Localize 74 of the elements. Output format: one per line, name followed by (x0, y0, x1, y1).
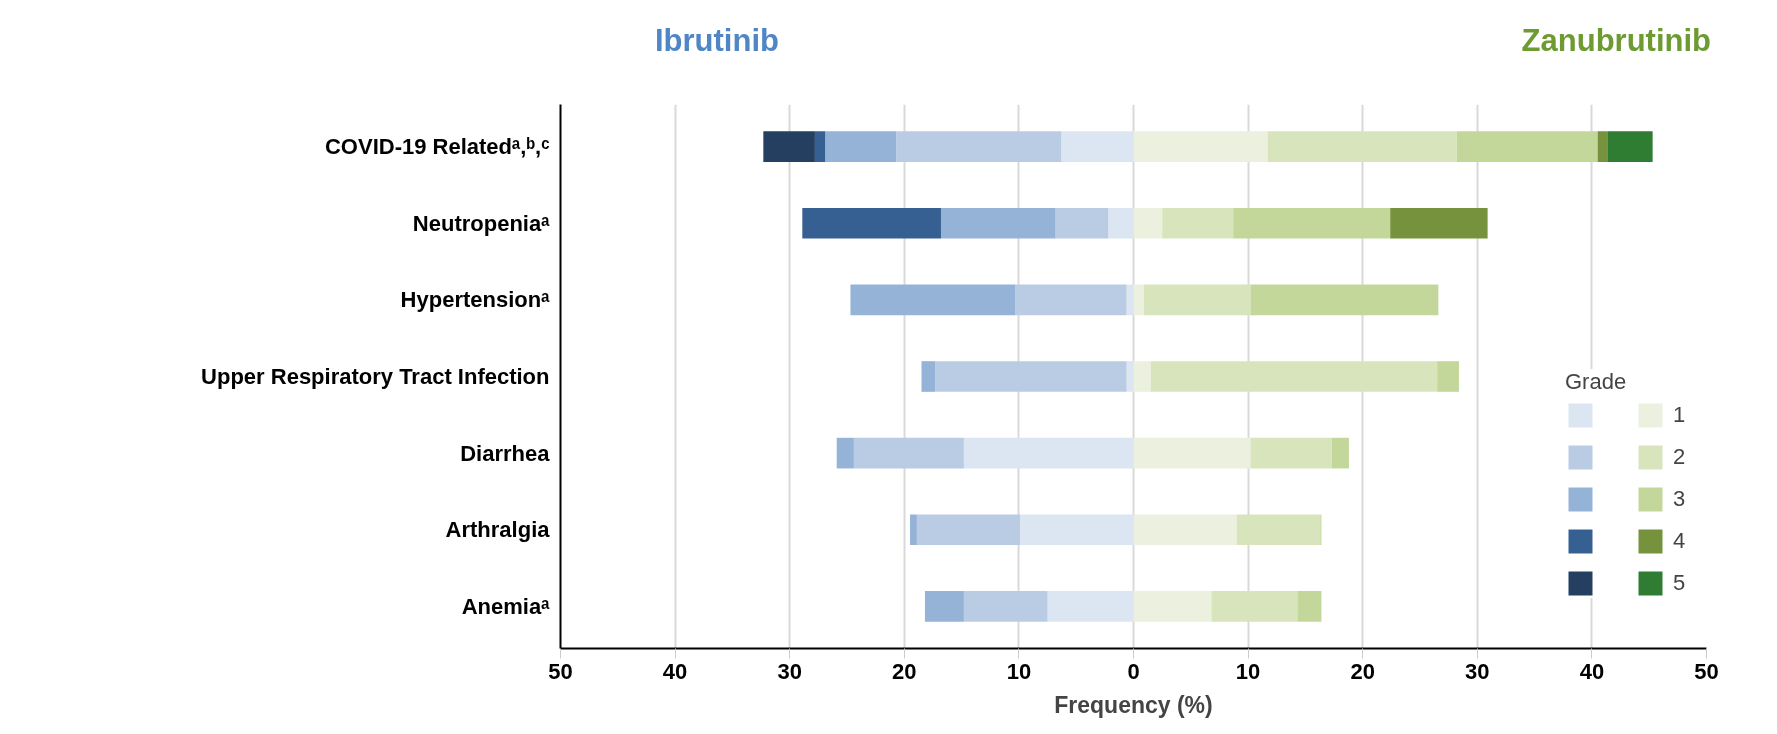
legend-label: 3 (1673, 486, 1687, 512)
legend-label: 1 (1673, 402, 1687, 428)
y-tick-label: Arthralgia (445, 517, 551, 543)
bar (1055, 207, 1109, 239)
bar (825, 131, 897, 162)
bar (924, 591, 964, 622)
bar (1047, 591, 1134, 622)
y-tick-label: Neutropeniaᵃ (412, 210, 551, 236)
x-tick-label: 50 (1694, 658, 1719, 684)
bar (896, 131, 1062, 162)
bar (1061, 131, 1134, 162)
bar (1390, 207, 1488, 239)
text: Zanubrutinib (1521, 22, 1711, 60)
y-tick-label: COVID-19 Relatedᵃ,ᵇ,ᶜ (324, 134, 550, 160)
bar (1126, 361, 1134, 392)
x-tick-label: 30 (1465, 658, 1490, 684)
bar (1143, 284, 1251, 316)
bar (763, 131, 815, 162)
x-tick-label: 50 (548, 658, 573, 684)
bar (1437, 361, 1459, 392)
bar (1607, 131, 1653, 162)
bar (853, 437, 964, 469)
bar (963, 591, 1048, 622)
bar (1250, 437, 1332, 469)
x-tick-label: 0 (1127, 658, 1140, 684)
bar (836, 437, 854, 469)
x-tick-label: 10 (1006, 658, 1032, 684)
bar (1456, 131, 1598, 162)
bar (1133, 284, 1144, 316)
x-tick-label: 20 (1350, 658, 1375, 684)
x-tick-label: 30 (777, 658, 802, 684)
bar (802, 207, 941, 239)
y-tick-label: Upper Respiratory Tract Infection (201, 364, 550, 389)
x-tick-label: 40 (1579, 658, 1605, 684)
y-tick-label: Diarrhea (460, 440, 551, 466)
bar (850, 284, 1016, 316)
x-tick-label: 40 (662, 658, 688, 684)
bar (1020, 514, 1134, 546)
y-tick-label: Hypertensionᵃ (400, 287, 551, 313)
x-axis-title: Frequency (%) (1054, 691, 1213, 718)
bar (935, 361, 1127, 392)
bar (1015, 284, 1127, 316)
bar (1133, 591, 1212, 622)
bar (1150, 361, 1438, 392)
legend-label: 2 (1673, 444, 1687, 470)
bar (1236, 514, 1321, 546)
bar (1108, 207, 1134, 239)
bar (1133, 437, 1251, 469)
y-tick-label: Anemiaᵃ (461, 593, 551, 619)
text: Ibrutinib (655, 22, 779, 60)
bar (1133, 514, 1237, 546)
bar (1211, 591, 1298, 622)
x-tick-label: 20 (892, 658, 917, 684)
bar (1133, 361, 1151, 392)
bar (963, 437, 1134, 469)
bar (916, 514, 1021, 546)
bar (1297, 591, 1322, 622)
legend-title: Grade (1565, 369, 1628, 395)
bar (940, 207, 1056, 239)
bar (1133, 207, 1163, 239)
bar (1597, 131, 1608, 162)
legend-label: 5 (1673, 570, 1687, 596)
bar (1233, 207, 1391, 239)
bar (1250, 284, 1439, 316)
bar (1162, 207, 1234, 239)
legend-label: 4 (1673, 528, 1687, 554)
bar (1133, 131, 1268, 162)
bar (1331, 437, 1349, 469)
bar (1126, 284, 1134, 316)
bar (921, 361, 936, 392)
bar (910, 514, 917, 546)
bar (1267, 131, 1457, 162)
x-tick-label: 10 (1235, 658, 1261, 684)
bar (814, 131, 826, 162)
